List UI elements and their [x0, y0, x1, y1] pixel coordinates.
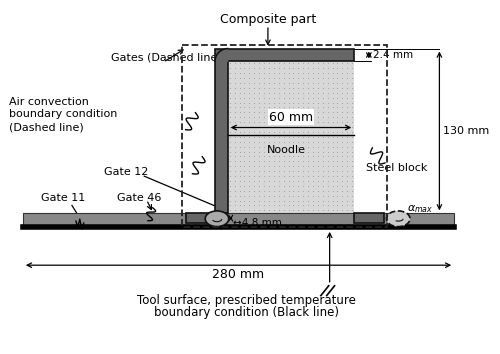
Text: Tool surface, prescribed temperature: Tool surface, prescribed temperature — [137, 293, 356, 307]
Polygon shape — [215, 48, 228, 61]
Text: Gate 12: Gate 12 — [104, 167, 148, 177]
Bar — [182, 45, 388, 227]
Text: 60 mm: 60 mm — [269, 110, 313, 124]
Bar — [23, 213, 454, 227]
Text: 2.4 mm: 2.4 mm — [373, 50, 413, 60]
Ellipse shape — [205, 211, 229, 227]
Bar — [186, 213, 215, 223]
Text: Composite part: Composite part — [220, 13, 316, 26]
Text: ↔4.8 mm: ↔4.8 mm — [232, 218, 281, 228]
Bar — [228, 61, 354, 213]
Text: 280 mm: 280 mm — [212, 268, 264, 281]
Text: Gate 46: Gate 46 — [117, 193, 162, 202]
Text: $\alpha_{max}$: $\alpha_{max}$ — [407, 204, 434, 215]
Text: Gates (Dashed line): Gates (Dashed line) — [111, 52, 222, 62]
Text: boundary condition: boundary condition — [9, 109, 118, 119]
Text: boundary condition (Black line): boundary condition (Black line) — [154, 306, 339, 319]
Text: Air convection: Air convection — [9, 97, 89, 107]
Bar — [354, 213, 384, 223]
Bar — [215, 61, 228, 213]
Text: Steel block: Steel block — [366, 163, 428, 173]
Text: Gate 11: Gate 11 — [40, 193, 85, 202]
Text: 130 mm: 130 mm — [444, 126, 490, 136]
Bar — [215, 48, 354, 61]
Text: (Dashed line): (Dashed line) — [9, 122, 84, 132]
Text: Noodle: Noodle — [266, 145, 306, 155]
Ellipse shape — [386, 211, 410, 227]
